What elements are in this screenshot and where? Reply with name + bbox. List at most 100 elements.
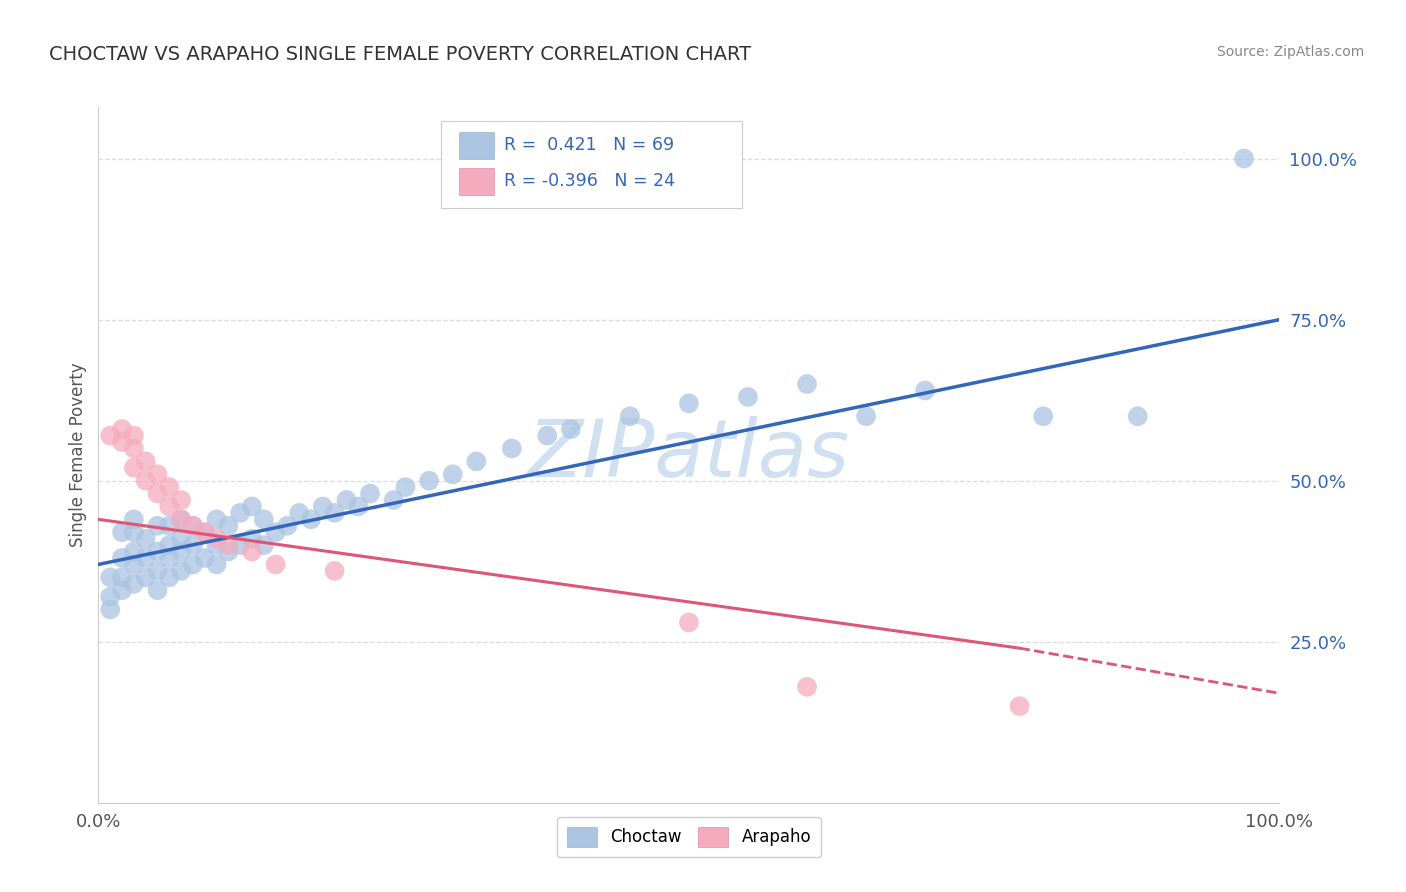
Point xyxy=(253,512,276,526)
Point xyxy=(253,538,276,552)
Point xyxy=(264,525,287,540)
Point xyxy=(205,512,228,526)
Point xyxy=(170,564,193,578)
Point xyxy=(323,506,346,520)
Point xyxy=(217,538,239,552)
Point xyxy=(181,518,204,533)
Point xyxy=(157,570,180,584)
Point xyxy=(146,486,169,500)
Point xyxy=(146,518,169,533)
Point xyxy=(157,551,180,566)
Point xyxy=(240,544,263,558)
Point xyxy=(146,544,169,558)
Point xyxy=(240,532,263,546)
Point xyxy=(194,525,217,540)
Point xyxy=(98,428,121,442)
Point xyxy=(122,544,145,558)
Bar xyxy=(458,132,494,159)
Point xyxy=(678,615,700,630)
Point xyxy=(135,454,157,468)
Point xyxy=(170,512,193,526)
Point xyxy=(111,570,134,584)
Point xyxy=(111,551,134,566)
Point xyxy=(111,583,134,598)
Point xyxy=(205,532,228,546)
Point xyxy=(560,422,582,436)
Point xyxy=(98,590,121,604)
Point xyxy=(170,544,193,558)
Legend: Choctaw, Arapaho: Choctaw, Arapaho xyxy=(557,817,821,857)
Point xyxy=(217,518,239,533)
Point xyxy=(181,558,204,572)
Point xyxy=(135,551,157,566)
Text: R =  0.421   N = 69: R = 0.421 N = 69 xyxy=(503,136,673,154)
Text: ZIPatlas: ZIPatlas xyxy=(527,416,851,494)
Y-axis label: Single Female Poverty: Single Female Poverty xyxy=(69,363,87,547)
Point xyxy=(205,558,228,572)
Point xyxy=(855,409,877,424)
Point xyxy=(1126,409,1149,424)
Point xyxy=(276,518,298,533)
Point xyxy=(170,493,193,508)
Point xyxy=(619,409,641,424)
Point xyxy=(146,564,169,578)
Point xyxy=(135,474,157,488)
Point xyxy=(135,570,157,584)
Point xyxy=(288,506,311,520)
Text: R = -0.396   N = 24: R = -0.396 N = 24 xyxy=(503,172,675,191)
Point xyxy=(181,538,204,552)
Point xyxy=(1233,152,1256,166)
Point xyxy=(146,583,169,598)
Point xyxy=(157,500,180,514)
Text: Source: ZipAtlas.com: Source: ZipAtlas.com xyxy=(1216,45,1364,59)
Point xyxy=(501,442,523,456)
Point xyxy=(441,467,464,482)
Point xyxy=(111,422,134,436)
Point xyxy=(98,602,121,616)
Point xyxy=(181,518,204,533)
Point xyxy=(1008,699,1031,714)
Point xyxy=(98,570,121,584)
Point xyxy=(796,377,818,392)
Point xyxy=(111,525,134,540)
Point xyxy=(229,506,252,520)
Point xyxy=(335,493,357,508)
Point xyxy=(465,454,488,468)
Point xyxy=(170,532,193,546)
Point xyxy=(122,460,145,475)
Point xyxy=(382,493,405,508)
Point xyxy=(347,500,370,514)
Point xyxy=(157,518,180,533)
Point xyxy=(217,544,239,558)
Point xyxy=(122,442,145,456)
Point xyxy=(796,680,818,694)
Point xyxy=(323,564,346,578)
Point xyxy=(240,500,263,514)
Point xyxy=(111,435,134,450)
Point xyxy=(122,512,145,526)
Point xyxy=(194,551,217,566)
Point xyxy=(122,576,145,591)
Point xyxy=(737,390,759,404)
Point xyxy=(299,512,322,526)
Point xyxy=(678,396,700,410)
Point xyxy=(122,558,145,572)
Point xyxy=(359,486,381,500)
Point xyxy=(312,500,335,514)
Point xyxy=(122,428,145,442)
Point xyxy=(264,558,287,572)
Point xyxy=(1032,409,1054,424)
Point xyxy=(157,480,180,494)
Point xyxy=(194,525,217,540)
Point xyxy=(536,428,558,442)
Point xyxy=(394,480,416,494)
Point xyxy=(205,538,228,552)
Point xyxy=(135,532,157,546)
FancyBboxPatch shape xyxy=(441,121,742,208)
Point xyxy=(229,538,252,552)
Point xyxy=(170,512,193,526)
Point xyxy=(146,467,169,482)
Text: CHOCTAW VS ARAPAHO SINGLE FEMALE POVERTY CORRELATION CHART: CHOCTAW VS ARAPAHO SINGLE FEMALE POVERTY… xyxy=(49,45,751,63)
Bar xyxy=(458,169,494,194)
Point xyxy=(122,525,145,540)
